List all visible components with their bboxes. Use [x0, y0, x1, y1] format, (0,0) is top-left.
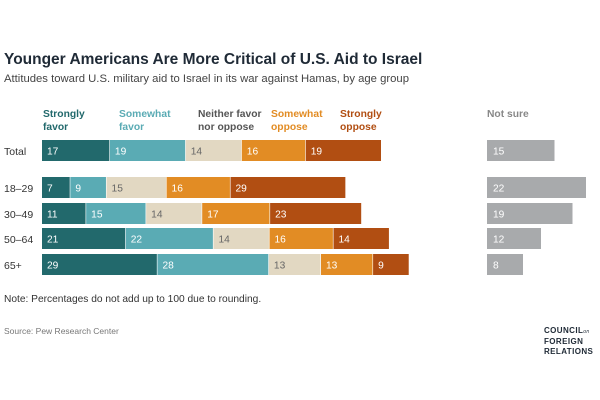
- bar-somewhat-favor-18-29: [70, 177, 106, 198]
- legend-label-4-line-1: Somewhat: [271, 109, 323, 120]
- data-label-somewhat-favor-total: 19: [115, 147, 127, 158]
- bar-strongly-favor-18-29: [42, 177, 70, 198]
- bar-strongly-favor-30-49: [42, 203, 86, 224]
- bar-neither-favor-nor-oppose-30-49: [146, 203, 202, 224]
- bar-somewhat-oppose-50-64: [269, 228, 333, 249]
- legend-label-4-line-2: oppose: [271, 122, 308, 133]
- data-label-strongly-oppose-total: 19: [311, 147, 323, 158]
- bar-neither-favor-nor-oppose-65: [268, 254, 321, 275]
- data-label-neither-favor-nor-oppose-total: 14: [191, 147, 203, 158]
- logo-line-1: COUNCIL: [544, 326, 584, 335]
- bar-strongly-oppose-50-64: [333, 228, 389, 249]
- legend-label-3-line-2: nor oppose: [198, 122, 254, 133]
- data-label-somewhat-oppose-30-49: 17: [207, 210, 219, 221]
- data-label-strongly-oppose-30-49: 23: [275, 210, 287, 221]
- bar-somewhat-oppose-65: [321, 254, 373, 275]
- data-label-neither-favor-nor-oppose-50-64: 14: [218, 235, 230, 246]
- data-label-somewhat-oppose-50-64: 16: [275, 235, 287, 246]
- category-label-18-29: 18–29: [4, 183, 33, 195]
- data-label-strongly-favor-65: 29: [47, 261, 59, 272]
- data-label-somewhat-oppose-65: 13: [326, 261, 338, 272]
- data-label-not-sure-30-49: 19: [493, 210, 505, 221]
- data-label-strongly-oppose-65: 9: [378, 261, 384, 272]
- data-label-not-sure-50-64: 12: [493, 235, 505, 246]
- data-label-strongly-favor-30-49: 11: [47, 210, 58, 221]
- bar-neither-favor-nor-oppose-50-64: [213, 228, 269, 249]
- legend-label-2-line-1: Somewhat: [119, 109, 171, 120]
- data-label-not-sure-18-29: 22: [493, 184, 505, 195]
- bar-somewhat-favor-total: [109, 140, 186, 161]
- data-label-strongly-oppose-18-29: 29: [236, 184, 248, 195]
- bar-somewhat-favor-30-49: [86, 203, 146, 224]
- bar-not-sure-total: [487, 140, 555, 161]
- bar-somewhat-favor-50-64: [125, 228, 213, 249]
- bar-strongly-oppose-30-49: [270, 203, 362, 224]
- bar-somewhat-oppose-18-29: [166, 177, 230, 198]
- data-label-neither-favor-nor-oppose-30-49: 14: [151, 210, 163, 221]
- bar-somewhat-oppose-30-49: [202, 203, 270, 224]
- data-label-neither-favor-nor-oppose-65: 13: [274, 261, 286, 272]
- legend-label-5-line-2: oppose: [340, 122, 377, 133]
- data-label-somewhat-favor-65: 28: [162, 261, 174, 272]
- data-label-strongly-oppose-50-64: 14: [338, 235, 350, 246]
- legend-label-5-line-1: Strongly: [340, 109, 382, 120]
- logo-on: on: [583, 329, 590, 335]
- data-label-strongly-favor-total: 17: [47, 147, 59, 158]
- category-label-total: Total: [4, 146, 26, 158]
- category-label-30-49: 30–49: [4, 209, 33, 221]
- bar-strongly-oppose-18-29: [230, 177, 346, 198]
- data-label-somewhat-favor-50-64: 22: [131, 235, 143, 246]
- chart-source: Source: Pew Research Center: [4, 326, 119, 336]
- bar-strongly-favor-total: [42, 140, 110, 161]
- legend-label-3-line-1: Neither favor: [198, 109, 262, 120]
- bar-neither-favor-nor-oppose-18-29: [106, 177, 166, 198]
- bar-strongly-favor-65: [42, 254, 157, 275]
- bar-not-sure-30-49: [487, 203, 573, 224]
- bar-strongly-oppose-total: [305, 140, 381, 161]
- data-label-not-sure-total: 15: [493, 147, 505, 158]
- chart-title: Younger Americans Are More Critical of U…: [4, 51, 423, 68]
- cfr-logo: COUNCILon FOREIGN RELATIONS: [544, 326, 593, 357]
- category-label-50-64: 50–64: [4, 234, 33, 246]
- data-label-neither-favor-nor-oppose-18-29: 15: [112, 184, 124, 195]
- logo-line-3: RELATIONS: [544, 347, 594, 356]
- category-label-65: 65+: [4, 260, 22, 272]
- data-label-somewhat-oppose-18-29: 16: [172, 184, 184, 195]
- data-label-strongly-favor-18-29: 7: [47, 184, 53, 195]
- chart-subtitle: Attitudes toward U.S. military aid to Is…: [4, 73, 409, 85]
- data-label-somewhat-favor-18-29: 9: [75, 184, 81, 195]
- legend-label-6-line-1: Not sure: [487, 109, 529, 120]
- bar-not-sure-18-29: [487, 177, 586, 198]
- data-label-somewhat-oppose-total: 16: [247, 147, 259, 158]
- bar-not-sure-50-64: [487, 228, 541, 249]
- bar-not-sure-65: [487, 254, 523, 275]
- data-label-somewhat-favor-30-49: 15: [91, 210, 103, 221]
- bar-strongly-oppose-65: [373, 254, 409, 275]
- logo-line-2: FOREIGN: [544, 337, 584, 346]
- bar-somewhat-oppose-total: [241, 140, 306, 161]
- data-label-not-sure-65: 8: [493, 261, 499, 272]
- legend-label-2-line-2: favor: [119, 122, 144, 133]
- data-label-strongly-favor-50-64: 21: [47, 235, 59, 246]
- bar-strongly-favor-50-64: [42, 228, 126, 249]
- chart-note: Note: Percentages do not add up to 100 d…: [4, 294, 262, 305]
- bar-neither-favor-nor-oppose-total: [185, 140, 242, 161]
- bar-somewhat-favor-65: [157, 254, 269, 275]
- legend-label-1-line-2: favor: [43, 122, 68, 133]
- legend-label-1-line-1: Strongly: [43, 109, 85, 120]
